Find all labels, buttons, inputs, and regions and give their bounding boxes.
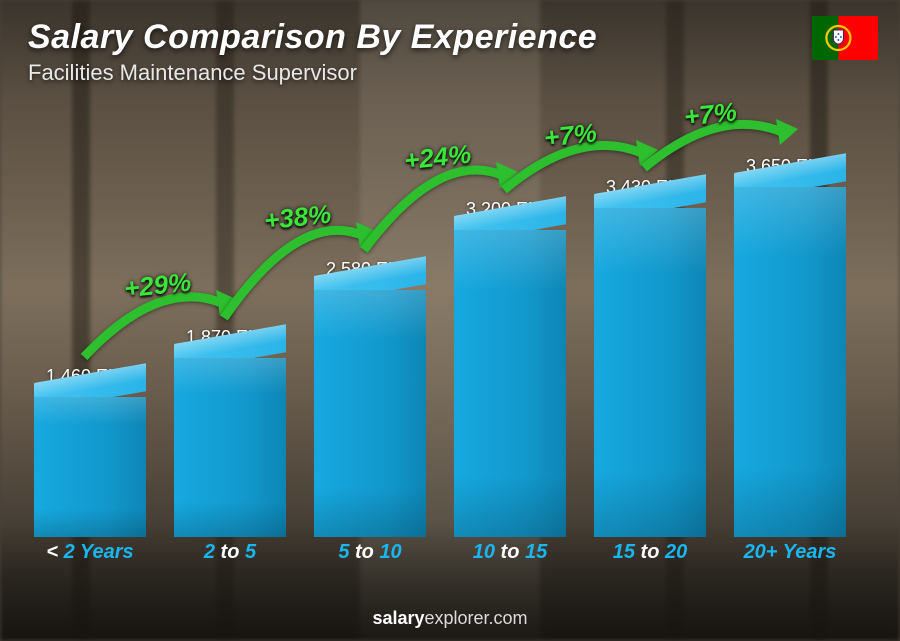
- bar-2: 2,580 EUR: [314, 259, 426, 537]
- footer-brand-bold: salary: [372, 608, 424, 628]
- footer-brand: salaryexplorer.com: [0, 608, 900, 629]
- bar-shape: [34, 397, 146, 537]
- bar-0: 1,460 EUR: [34, 366, 146, 537]
- chart-title: Salary Comparison By Experience: [28, 18, 597, 57]
- bar-chart: 1,460 EUR1,870 EUR2,580 EUR3,200 EUR3,43…: [34, 100, 846, 581]
- bar-shape: [734, 187, 846, 537]
- x-axis-label: 5 to 10: [314, 541, 426, 581]
- chart-subtitle: Facilities Maintenance Supervisor: [28, 60, 357, 86]
- bar-4: 3,430 EUR: [594, 177, 706, 537]
- bar-shape: [594, 208, 706, 537]
- footer-brand-rest: explorer.com: [425, 608, 528, 628]
- x-axis-label: 10 to 15: [454, 541, 566, 581]
- x-axis-label: 20+ Years: [734, 541, 846, 581]
- bar-3: 3,200 EUR: [454, 199, 566, 537]
- bar-5: 3,650 EUR: [734, 156, 846, 537]
- bar-shape: [174, 358, 286, 537]
- x-axis-label: 15 to 20: [594, 541, 706, 581]
- country-flag-icon: [812, 16, 878, 60]
- x-axis-label: < 2 Years: [34, 541, 146, 581]
- bar-1: 1,870 EUR: [174, 327, 286, 537]
- x-axis-label: 2 to 5: [174, 541, 286, 581]
- bar-shape: [454, 230, 566, 537]
- bar-shape: [314, 290, 426, 537]
- stage: Salary Comparison By Experience Faciliti…: [0, 0, 900, 641]
